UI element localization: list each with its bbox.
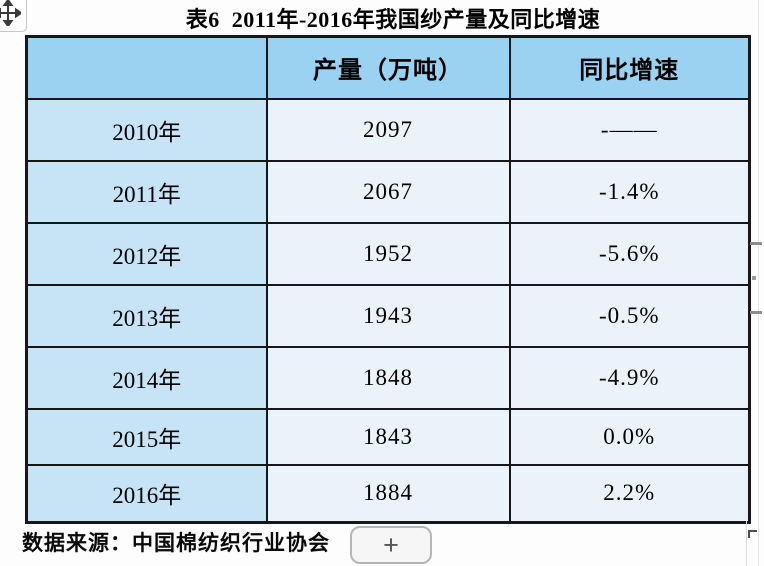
add-button[interactable]: + — [350, 526, 432, 564]
growth-cell: -—— — [508, 97, 751, 162]
growth-cell: -0.5% — [508, 283, 751, 348]
table-row: 2010年 2097 -—— — [25, 97, 751, 162]
header-output-label: 产量（万吨） — [265, 35, 511, 100]
output-cell: 1952 — [265, 221, 511, 286]
year-cell: 2010年 — [25, 97, 268, 162]
year-cell: 2016年 — [25, 463, 268, 524]
right-edge-dash — [750, 311, 762, 314]
output-cell: 1884 — [265, 463, 511, 524]
output-cell: 1843 — [265, 407, 511, 466]
year-cell: 2013年 — [25, 283, 268, 348]
growth-cell: -1.4% — [508, 159, 751, 224]
table-row: 2016年 1884 2.2% — [25, 463, 751, 524]
year-cell: 2015年 — [25, 407, 268, 466]
data-source-text: 数据来源：中国棉纺织行业协会 — [22, 531, 330, 555]
output-cell: 1848 — [265, 345, 511, 410]
data-table: 产量（万吨） 同比增速 2010年 2097 -—— 2011年 2067 -1… — [25, 35, 751, 524]
right-edge-divider — [758, 0, 759, 566]
table-move-handle[interactable] — [0, 0, 27, 32]
table-row: 2015年 1843 0.0% — [25, 407, 751, 466]
table-title: 表6 2011年-2016年我国纱产量及同比增速 — [185, 7, 601, 32]
output-cell: 1943 — [265, 283, 511, 348]
year-cell: 2014年 — [25, 345, 268, 410]
table-row: 2013年 1943 -0.5% — [25, 283, 751, 348]
year-cell: 2012年 — [25, 221, 268, 286]
output-cell: 2097 — [265, 97, 511, 162]
year-cell: 2011年 — [25, 159, 268, 224]
growth-cell: 2.2% — [508, 463, 751, 524]
right-edge-dot — [752, 276, 756, 280]
table-header-row: 产量（万吨） 同比增速 — [25, 35, 751, 100]
header-growth-label: 同比增速 — [508, 35, 751, 100]
output-cell: 2067 — [265, 159, 511, 224]
right-edge-dash — [750, 242, 762, 245]
header-empty-cell — [25, 35, 268, 100]
table-row: 2012年 1952 -5.6% — [25, 221, 751, 286]
growth-cell: -5.6% — [508, 221, 751, 286]
bottom-right-mark — [748, 530, 757, 538]
table-row: 2014年 1848 -4.9% — [25, 345, 751, 410]
growth-cell: 0.0% — [508, 407, 751, 466]
table-row: 2011年 2067 -1.4% — [25, 159, 751, 224]
move-arrows-icon — [0, 0, 21, 26]
growth-cell: -4.9% — [508, 345, 751, 410]
bottom-right-divider — [746, 521, 747, 566]
